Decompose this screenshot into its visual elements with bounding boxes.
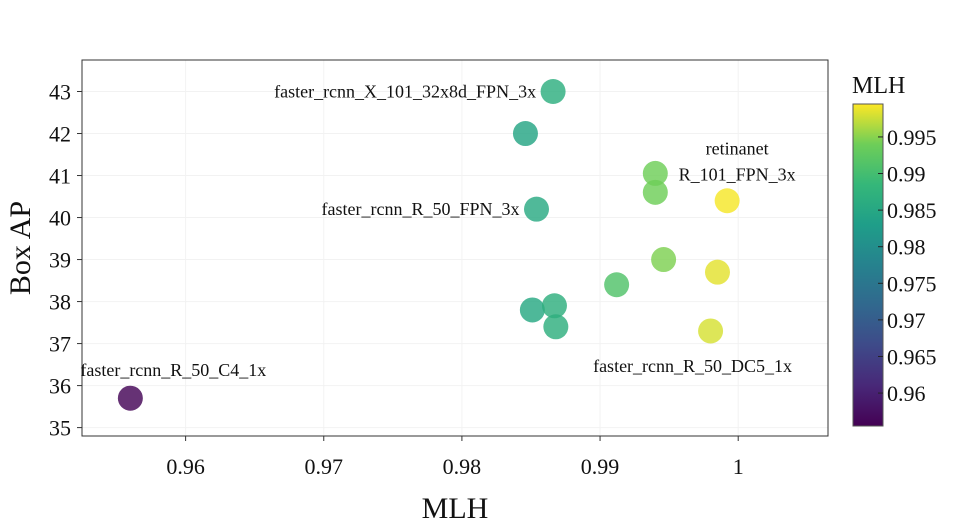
data-point <box>117 385 143 411</box>
data-point <box>698 318 724 344</box>
colorbar-tick-label: 0.995 <box>887 125 937 150</box>
plot-frame <box>81 59 829 437</box>
colorbar-tick-label: 0.99 <box>887 162 926 187</box>
y-tick-label: 36 <box>49 374 71 399</box>
colorbar-tick-label: 0.97 <box>887 308 926 333</box>
colorbar-gradient <box>852 103 884 427</box>
y-tick-label: 39 <box>49 248 71 273</box>
x-tick-label: 1 <box>733 454 744 479</box>
data-point <box>519 297 545 323</box>
data-point <box>604 272 630 298</box>
data-point <box>642 160 668 186</box>
y-axis-title: Box AP <box>4 201 37 295</box>
y-tick-label: 35 <box>49 416 71 441</box>
point-annotation: R_101_FPN_3x <box>679 165 796 185</box>
colorbar-tick-label: 0.98 <box>887 235 926 260</box>
y-tick-label: 41 <box>49 164 71 189</box>
x-tick-label: 0.98 <box>443 454 482 479</box>
y-tick-label: 40 <box>49 206 71 231</box>
y-tick-label: 43 <box>49 80 71 105</box>
colorbar-tick-label: 0.975 <box>887 271 937 296</box>
data-point <box>543 314 569 340</box>
point-annotation: faster_rcnn_R_50_FPN_3x <box>322 199 520 219</box>
y-tick-label: 37 <box>49 332 71 357</box>
y-tick-label: 42 <box>49 122 71 147</box>
colorbar-tick-label: 0.965 <box>887 344 937 369</box>
data-points <box>117 79 740 411</box>
data-point <box>651 247 677 273</box>
point-annotation: faster_rcnn_R_50_C4_1x <box>80 360 266 380</box>
data-point <box>524 196 550 222</box>
data-point <box>642 179 668 205</box>
colorbar: MLH 0.96 0.965 0.97 0.975 0.98 0.985 0.99 0.995 <box>852 73 937 427</box>
x-tick-label: 0.99 <box>581 454 620 479</box>
data-point <box>512 121 538 147</box>
x-tick-label: 0.97 <box>305 454 344 479</box>
x-axis: 0.96 0.97 0.98 0.99 1 <box>166 436 744 479</box>
x-axis-title: MLH <box>422 492 489 525</box>
y-axis: 35 36 37 38 39 40 41 42 43 <box>49 80 82 441</box>
point-annotation: retinanet <box>706 139 769 159</box>
colorbar-title: MLH <box>852 73 905 99</box>
data-point <box>704 259 730 285</box>
point-annotation: faster_rcnn_X_101_32x8d_FPN_3x <box>274 82 536 102</box>
data-point <box>541 293 567 319</box>
colorbar-tick-label: 0.96 <box>887 381 926 406</box>
x-tick-label: 0.96 <box>166 454 205 479</box>
point-annotations: faster_rcnn_X_101_32x8d_FPN_3x faster_rcn… <box>80 82 795 381</box>
colorbar-ticks: 0.96 0.965 0.97 0.975 0.98 0.985 0.99 0.995 <box>878 125 937 406</box>
grid-lines <box>82 60 828 436</box>
colorbar-tick-label: 0.985 <box>887 198 937 223</box>
data-point <box>540 79 566 105</box>
data-point <box>714 188 740 214</box>
y-tick-label: 38 <box>49 290 71 315</box>
point-annotation: faster_rcnn_R_50_DC5_1x <box>593 356 792 376</box>
